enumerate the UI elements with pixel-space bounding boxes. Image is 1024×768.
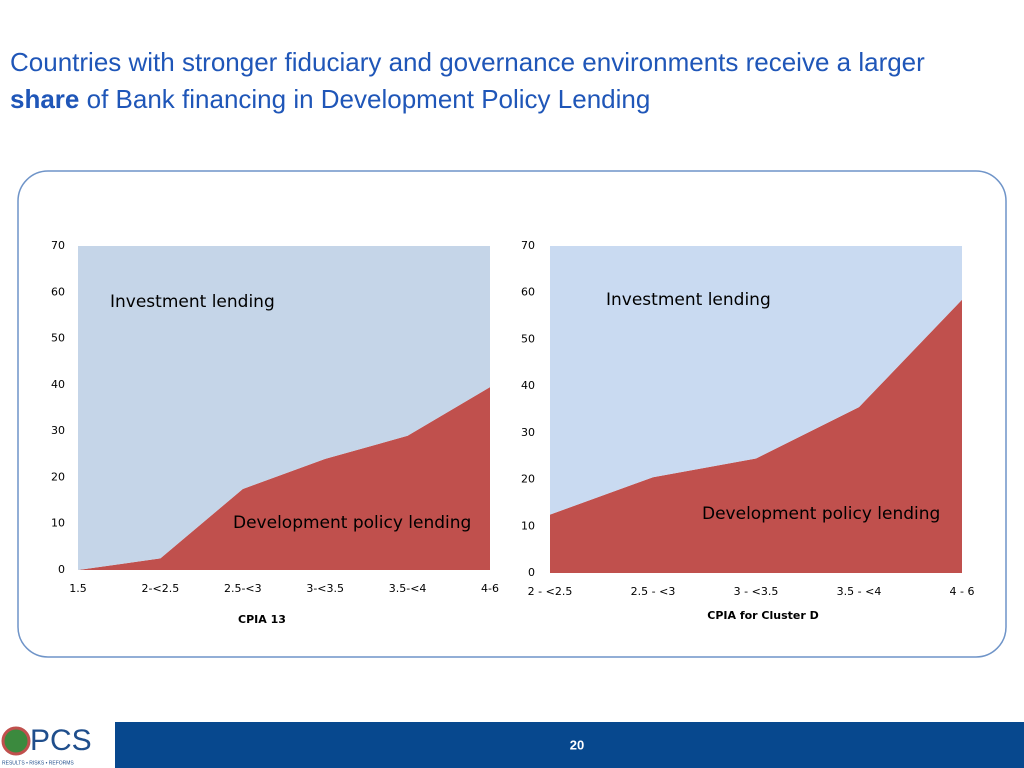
y-tick-label: 10 bbox=[51, 517, 65, 530]
title-after: of Bank financing in Development Policy … bbox=[87, 84, 651, 114]
y-tick-label: 40 bbox=[521, 379, 535, 392]
y-tick-label: 70 bbox=[521, 239, 535, 252]
x-tick-label: 2-<2.5 bbox=[142, 582, 180, 595]
charts: Development policy lending Investment len… bbox=[51, 239, 975, 626]
y-tick-label: 20 bbox=[521, 473, 535, 486]
y-tick-label: 10 bbox=[521, 519, 535, 532]
title-bold: share bbox=[10, 84, 79, 114]
title-before: Countries with stronger fiduciary and go… bbox=[10, 47, 925, 77]
area bbox=[78, 246, 490, 570]
area bbox=[550, 299, 962, 573]
series-label: Development policy lending bbox=[702, 504, 940, 524]
x-tick-label: 3.5-<4 bbox=[389, 582, 427, 595]
x-tick-label: 1.5 bbox=[69, 582, 87, 595]
plot bbox=[78, 246, 490, 570]
y-tick-label: 30 bbox=[51, 424, 65, 437]
y-tick-label: 0 bbox=[58, 563, 65, 576]
y-tick-label: 70 bbox=[51, 239, 65, 252]
x-axis-label: CPIA 13 bbox=[238, 613, 286, 626]
logo-globe bbox=[1, 726, 31, 756]
x-tick-label: 2.5 - <3 bbox=[631, 585, 676, 598]
logo-text: PCS bbox=[30, 724, 92, 757]
y-tick-label: 0 bbox=[528, 566, 535, 579]
page-number: 20 bbox=[570, 737, 584, 752]
x-tick-label: 2 - <2.5 bbox=[528, 585, 573, 598]
x-tick-label: 3 - <3.5 bbox=[734, 585, 779, 598]
x-tick-label: 4 - 6 bbox=[950, 585, 975, 598]
title-line-2: share of Bank financing in Development P… bbox=[10, 84, 650, 114]
series-label: Investment lending bbox=[606, 290, 771, 310]
area bbox=[550, 246, 962, 515]
series-label: Investment lending bbox=[110, 292, 275, 312]
plot bbox=[550, 246, 962, 573]
area bbox=[78, 387, 490, 570]
x-tick-label: 2.5-<3 bbox=[224, 582, 262, 595]
x-axis-label: CPIA for Cluster D bbox=[707, 609, 819, 622]
y-tick-label: 20 bbox=[51, 470, 65, 483]
logo-tagline: RESULTS • RISKS • REFORMS bbox=[2, 760, 74, 766]
y-tick-label: 50 bbox=[51, 332, 65, 345]
y-tick-label: 50 bbox=[521, 332, 535, 345]
y-tick-label: 60 bbox=[521, 286, 535, 299]
x-tick-label: 3-<3.5 bbox=[306, 582, 344, 595]
y-tick-label: 60 bbox=[51, 285, 65, 298]
series-label: Development policy lending bbox=[233, 513, 471, 533]
y-tick-label: 30 bbox=[521, 426, 535, 439]
x-tick-label: 4-6 bbox=[481, 582, 499, 595]
area-chart: Development policy lending Investment len… bbox=[521, 239, 975, 622]
area-chart: Development policy lending Investment len… bbox=[51, 239, 499, 626]
y-tick-label: 40 bbox=[51, 378, 65, 391]
x-tick-label: 3.5 - <4 bbox=[837, 585, 882, 598]
title-line-1: Countries with stronger fiduciary and go… bbox=[10, 47, 925, 77]
footer-bar bbox=[0, 722, 1024, 768]
